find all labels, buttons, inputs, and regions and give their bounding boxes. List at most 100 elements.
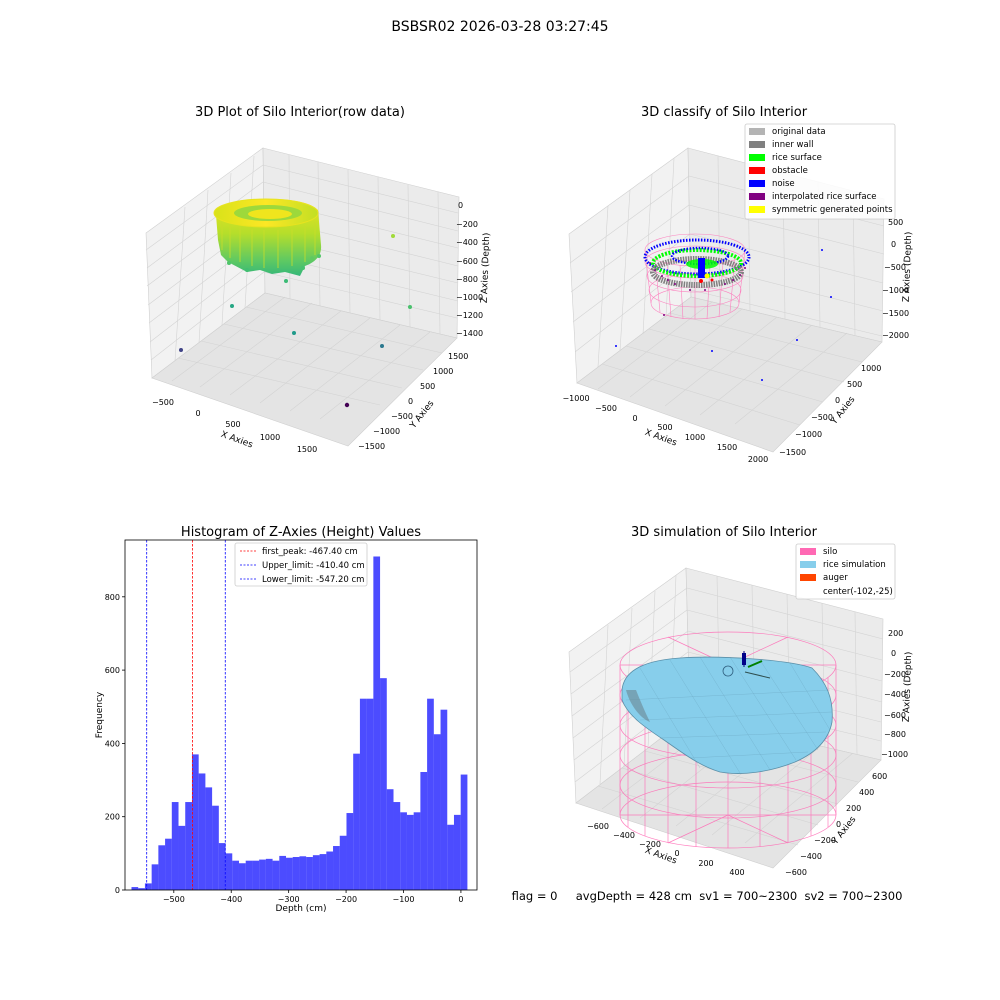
z-tick-label: −600 bbox=[884, 711, 906, 720]
legend-label: silo bbox=[823, 547, 837, 557]
y-tick-label: 400 bbox=[859, 788, 874, 797]
x-tick-label: 2000 bbox=[748, 455, 768, 464]
legend-label: Upper_limit: -410.40 cm bbox=[262, 561, 365, 571]
classified-point-cloud bbox=[615, 238, 832, 381]
histogram-bar bbox=[299, 856, 307, 890]
pane-floor bbox=[576, 296, 883, 453]
simulation-legend: silo rice simulation auger center(-102,-… bbox=[795, 543, 896, 600]
histogram-bar bbox=[420, 771, 428, 890]
auger bbox=[722, 651, 771, 679]
histogram-bar bbox=[433, 734, 441, 890]
histogram-bar bbox=[178, 825, 186, 890]
legend-swatch-silo bbox=[800, 548, 816, 555]
legend-label: Lower_limit: -547.20 cm bbox=[262, 575, 364, 585]
y-tick-label: 200 bbox=[846, 804, 861, 813]
y-tick-label: −1000 bbox=[373, 427, 400, 436]
simulation-y-tick-labels: 600 400 200 0 −200 −400 −600 bbox=[785, 772, 887, 877]
x-tick-label: 500 bbox=[657, 423, 672, 432]
histogram-frame bbox=[124, 539, 478, 891]
histogram-reference-lines bbox=[146, 540, 226, 890]
x-tick-label: 1500 bbox=[297, 445, 317, 454]
x-tick-label: −600 bbox=[587, 822, 609, 831]
x-tick-label: −500 bbox=[163, 895, 185, 904]
histogram-bar bbox=[346, 813, 354, 890]
z-tick-label: 0 bbox=[891, 240, 896, 249]
legend-swatch-obstacle bbox=[749, 167, 765, 174]
panel-raw-3d: 3D Plot of Silo Interior(row data) bbox=[145, 105, 492, 454]
z-tick-label: −400 bbox=[884, 690, 906, 699]
panel-classify-3d: 3D classify of Silo Interior bbox=[562, 105, 914, 464]
legend-swatch-noise bbox=[749, 180, 765, 187]
x-tick-label: −1000 bbox=[562, 394, 589, 403]
x-tick-label: 400 bbox=[729, 868, 744, 877]
z-tick-label: −1200 bbox=[456, 311, 483, 320]
y-tick-label: 400 bbox=[105, 739, 120, 748]
histogram-bar bbox=[245, 860, 253, 890]
z-tick-label: −1400 bbox=[456, 329, 483, 338]
legend-label: first_peak: -467.40 cm bbox=[262, 547, 358, 557]
classify-x-tick-labels: −1000 −500 0 500 1000 1500 2000 bbox=[562, 394, 768, 464]
raw-z-tick-labels: 0 −200 −400 −600 −800 −1000 −1200 −1400 bbox=[456, 201, 483, 338]
histogram-bar bbox=[131, 887, 139, 890]
histogram-bar bbox=[319, 854, 327, 890]
histogram-bar bbox=[292, 857, 300, 890]
histogram-bar bbox=[286, 857, 293, 890]
simulation-z-tick-labels: 200 0 −200 −400 −600 −800 −1000 bbox=[881, 629, 908, 759]
classify-y-tick-labels: 1000 500 0 −500 −1000 −1500 bbox=[779, 364, 881, 457]
histogram-bars bbox=[131, 556, 468, 890]
z-tick-label: −2000 bbox=[882, 331, 909, 340]
y-tick-label: 0 bbox=[115, 886, 120, 895]
z-tick-label: −500 bbox=[884, 263, 906, 272]
z-tick-label: −1000 bbox=[882, 286, 909, 295]
z-tick-label: −1500 bbox=[882, 309, 909, 318]
z-tick-label: −200 bbox=[456, 220, 478, 229]
y-tick-label: 800 bbox=[105, 593, 120, 602]
legend-swatch-inner-wall bbox=[749, 141, 765, 148]
x-tick-label: 500 bbox=[225, 420, 240, 429]
classify-z-tick-labels: 500 0 −500 −1000 −1500 −2000 bbox=[882, 218, 909, 340]
figure-title: BSBSR02 2026-03-28 03:27:45 bbox=[391, 19, 608, 35]
z-tick-label: −600 bbox=[456, 257, 478, 266]
y-tick-label: −500 bbox=[811, 413, 833, 422]
histogram-bar bbox=[185, 802, 192, 890]
z-tick-label: −1000 bbox=[456, 293, 483, 302]
x-tick-label: −100 bbox=[393, 895, 415, 904]
histogram-bar bbox=[406, 814, 414, 890]
histogram-bar bbox=[312, 855, 320, 890]
histogram-x-axis-label: Depth (cm) bbox=[275, 904, 326, 914]
histogram-bar bbox=[151, 864, 159, 890]
raw-point-cloud bbox=[179, 198, 412, 408]
x-tick-label: 0 bbox=[632, 414, 637, 423]
y-tick-label: 1000 bbox=[433, 367, 453, 376]
legend-label: center(-102,-25) bbox=[823, 587, 893, 597]
status-summary: flag = 0 avgDepth = 428 cm sv1 = 700~230… bbox=[512, 889, 903, 903]
histogram-bar bbox=[205, 787, 213, 890]
histogram-bar bbox=[413, 812, 421, 890]
histogram-bar bbox=[339, 835, 347, 890]
x-tick-label: 0 bbox=[674, 849, 679, 858]
histogram-bar bbox=[198, 773, 206, 890]
histogram-bar bbox=[272, 860, 280, 890]
histogram-bar bbox=[440, 709, 448, 890]
legend-swatch-rice bbox=[800, 561, 816, 568]
y-tick-label: 500 bbox=[420, 382, 435, 391]
histogram-bar bbox=[279, 855, 287, 890]
z-tick-label: −1000 bbox=[881, 750, 908, 759]
raw-x-tick-labels: −500 0 500 1000 1500 bbox=[152, 398, 317, 454]
histogram-bar bbox=[252, 860, 260, 890]
histogram-bar bbox=[171, 802, 179, 890]
y-tick-label: 500 bbox=[847, 380, 862, 389]
histogram-bar bbox=[232, 860, 239, 890]
histogram-bar bbox=[366, 698, 374, 890]
y-tick-label: −500 bbox=[391, 412, 413, 421]
x-tick-label: 1000 bbox=[685, 433, 705, 442]
y-tick-label: −1500 bbox=[358, 442, 385, 451]
histogram-legend: first_peak: -467.40 cm Upper_limit: -410… bbox=[234, 542, 368, 587]
z-tick-label: −800 bbox=[884, 730, 906, 739]
histogram-x-ticks: −500 −400 −300 −200 −100 0 bbox=[163, 890, 463, 904]
histogram-bar bbox=[373, 556, 381, 890]
histogram-bar bbox=[447, 824, 454, 890]
legend-label: inner wall bbox=[772, 140, 813, 150]
histogram-title: Histogram of Z-Axies (Height) Values bbox=[181, 525, 421, 540]
y-tick-label: −1000 bbox=[795, 430, 822, 439]
